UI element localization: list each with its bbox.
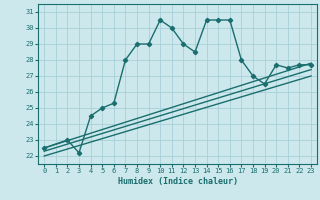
X-axis label: Humidex (Indice chaleur): Humidex (Indice chaleur) bbox=[118, 177, 238, 186]
